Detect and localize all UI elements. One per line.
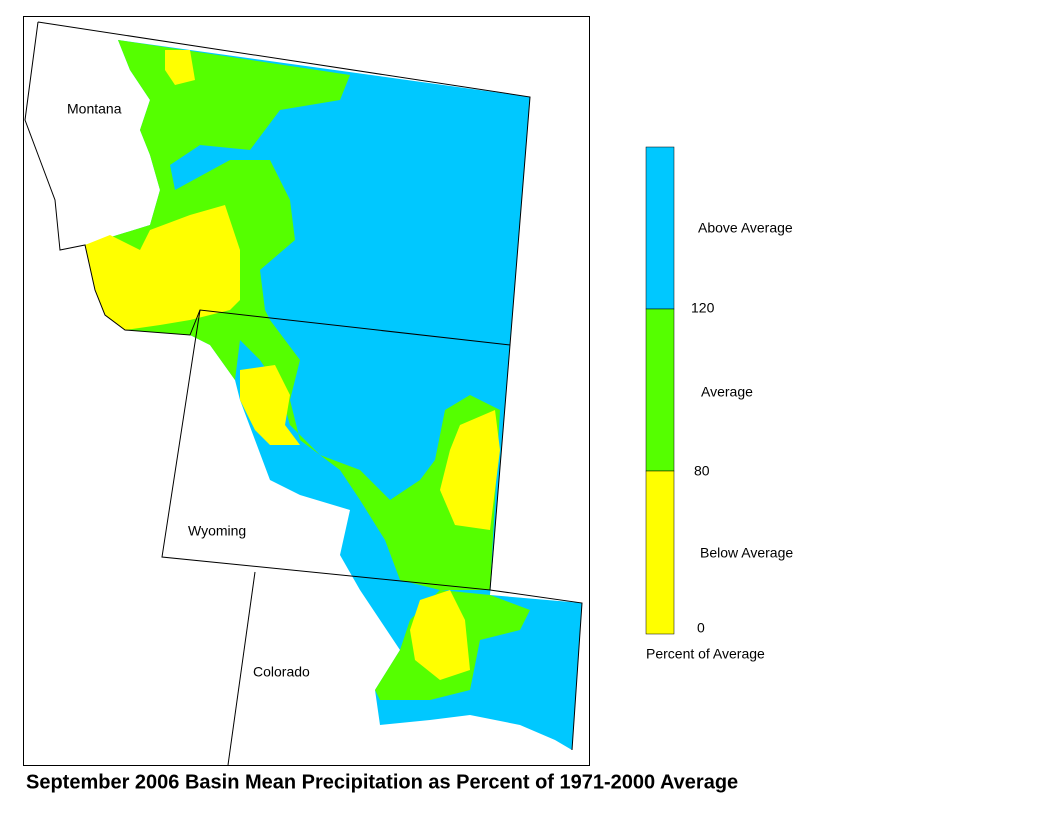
zone-below	[410, 590, 470, 680]
region-label: Colorado	[253, 664, 310, 680]
legend-swatch	[645, 308, 675, 472]
precipitation-zones	[85, 40, 582, 750]
legend-tick: 0	[697, 620, 705, 636]
legend-swatch	[645, 146, 675, 310]
colorado-boundary	[227, 571, 256, 766]
legend-tick: 120	[691, 300, 715, 316]
zone-below	[440, 410, 500, 530]
zone-below	[85, 205, 240, 330]
region-label: Montana	[67, 101, 122, 117]
legend-swatch	[645, 470, 675, 635]
zone-average	[85, 40, 530, 700]
legend: Above Average 120 Average 80 Below Avera…	[645, 146, 793, 662]
region-label: Wyoming	[188, 523, 246, 539]
legend-label: Below Average	[700, 545, 793, 561]
zone-below	[165, 50, 195, 85]
zone-below	[240, 365, 300, 445]
montana-boundary	[24, 21, 531, 346]
colorado-boundary	[489, 589, 583, 751]
legend-tick: 80	[694, 463, 710, 479]
map-title: September 2006 Basin Mean Precipitation …	[26, 771, 738, 793]
state-boundaries	[24, 21, 583, 766]
legend-title: Percent of Average	[646, 646, 765, 662]
wyoming-boundary	[161, 309, 511, 591]
legend-label: Above Average	[698, 220, 793, 236]
legend-label: Average	[701, 384, 753, 400]
